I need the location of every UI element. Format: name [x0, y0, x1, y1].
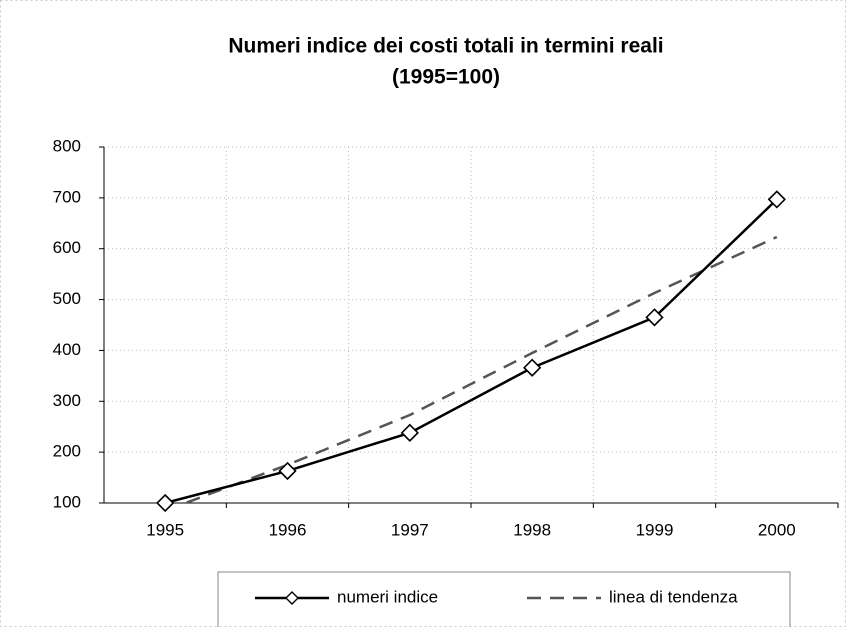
data-point	[767, 190, 786, 209]
legend-label: numeri indice	[337, 587, 438, 606]
y-tick-label: 100	[53, 492, 81, 511]
chart-subtitle: (1995=100)	[392, 66, 500, 89]
y-tick-label: 500	[53, 289, 81, 308]
legend-label: linea di tendenza	[609, 587, 738, 606]
legend-marker	[285, 591, 299, 605]
x-tick-label: 1997	[391, 520, 429, 539]
data-line	[181, 235, 778, 503]
chart-title: Numeri indice dei costi totali in termin…	[228, 35, 663, 58]
y-tick-label: 400	[53, 340, 81, 359]
x-tick-label: 1999	[636, 520, 674, 539]
y-tick-label: 700	[53, 187, 81, 206]
data-line	[164, 198, 778, 503]
data-point	[645, 308, 664, 327]
x-tick-label: 1996	[269, 520, 307, 539]
data-point	[156, 493, 175, 513]
legend-box	[217, 571, 791, 627]
y-tick-label: 200	[53, 442, 81, 461]
y-tick-label: 600	[53, 238, 81, 257]
data-point	[523, 358, 542, 377]
x-tick-label: 1995	[146, 520, 184, 539]
y-tick-label: 300	[53, 391, 81, 410]
data-point	[400, 423, 419, 442]
data-point	[278, 461, 297, 481]
y-tick-label: 800	[53, 136, 81, 155]
x-tick-label: 1998	[513, 520, 551, 539]
x-tick-label: 2000	[758, 520, 796, 539]
